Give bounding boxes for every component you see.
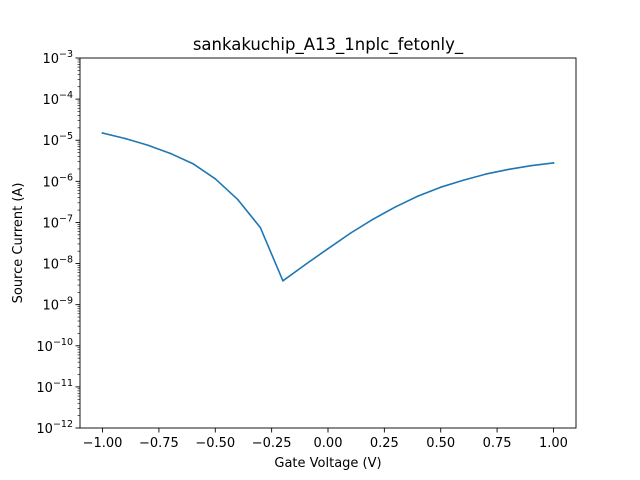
y-tick-base: 10 bbox=[42, 134, 59, 149]
data-point bbox=[462, 179, 465, 182]
data-point bbox=[394, 206, 397, 208]
y-tick-exponent: −9 bbox=[59, 296, 73, 307]
y-tick-label: 10−7 bbox=[42, 213, 73, 231]
y-tick-label: 10−8 bbox=[42, 255, 73, 273]
data-point bbox=[327, 247, 329, 250]
data-point bbox=[146, 144, 149, 146]
y-tick-label: 10−10 bbox=[36, 337, 73, 355]
y-tick-base: 10 bbox=[42, 175, 59, 190]
x-axis-ticks: −1.00 −0.75 −0.50 −0.25 0.00 0.25 0.50 0.75 1.00 bbox=[83, 428, 568, 451]
y-tick-label: 10−5 bbox=[42, 131, 73, 149]
x-tick-label: 0.50 bbox=[426, 436, 455, 451]
data-point bbox=[485, 173, 487, 175]
y-tick-base: 10 bbox=[36, 422, 53, 437]
data-point bbox=[237, 198, 239, 201]
x-tick-label: 0.25 bbox=[370, 436, 399, 451]
data-point bbox=[507, 168, 510, 171]
y-tick-exponent: −12 bbox=[53, 419, 73, 430]
x-tick-label: 0.75 bbox=[483, 436, 512, 451]
data-point bbox=[304, 263, 307, 266]
plot-area-background bbox=[80, 58, 576, 428]
data-point bbox=[349, 232, 352, 234]
x-axis-label: Gate Voltage (V) bbox=[274, 456, 381, 471]
chart-title: sankakuchip_A13_1nplc_fetonly_ bbox=[193, 35, 464, 55]
y-tick-label: 10−11 bbox=[36, 378, 73, 396]
y-tick-exponent: −3 bbox=[59, 49, 73, 60]
y-tick-base: 10 bbox=[42, 93, 59, 108]
y-tick-base: 10 bbox=[36, 340, 53, 355]
y-tick-exponent: −7 bbox=[59, 213, 73, 224]
y-tick-base: 10 bbox=[42, 299, 59, 314]
y-tick-label: 10−6 bbox=[42, 172, 73, 190]
data-point bbox=[169, 152, 171, 155]
y-axis-ticks: 10−1210−1110−1010−910−810−710−610−510−41… bbox=[36, 49, 80, 437]
y-tick-base: 10 bbox=[42, 216, 59, 231]
y-tick-exponent: −6 bbox=[59, 172, 73, 183]
data-point bbox=[552, 162, 555, 164]
data-point bbox=[259, 226, 262, 229]
y-tick-exponent: −8 bbox=[59, 255, 73, 266]
data-point bbox=[439, 186, 442, 188]
data-point bbox=[372, 218, 374, 220]
y-tick-exponent: −4 bbox=[59, 90, 73, 101]
data-point bbox=[124, 137, 126, 140]
y-tick-label: 10−12 bbox=[36, 419, 73, 437]
x-tick-label: −1.00 bbox=[83, 436, 123, 451]
y-tick-label: 10−9 bbox=[42, 296, 73, 314]
data-point bbox=[417, 195, 419, 197]
y-tick-exponent: −11 bbox=[53, 378, 73, 389]
y-tick-label: 10−3 bbox=[42, 49, 73, 67]
y-tick-base: 10 bbox=[42, 52, 59, 67]
data-point bbox=[282, 280, 284, 282]
data-point bbox=[101, 132, 104, 134]
series-layer bbox=[101, 132, 555, 282]
x-tick-label: 1.00 bbox=[539, 436, 568, 451]
data-point bbox=[191, 162, 194, 165]
x-tick-label: −0.75 bbox=[139, 436, 179, 451]
y-tick-base: 10 bbox=[36, 381, 53, 396]
x-tick-label: −0.50 bbox=[195, 436, 235, 451]
data-point bbox=[214, 178, 217, 180]
x-tick-label: 0.00 bbox=[314, 436, 343, 451]
y-axis-label: Source Current (A) bbox=[11, 183, 26, 304]
y-tick-base: 10 bbox=[42, 258, 59, 273]
y-tick-label: 10−4 bbox=[42, 90, 73, 108]
data-point bbox=[530, 164, 532, 167]
x-tick-label: −0.25 bbox=[252, 436, 292, 451]
y-tick-exponent: −10 bbox=[53, 337, 73, 348]
y-tick-exponent: −5 bbox=[59, 131, 73, 142]
